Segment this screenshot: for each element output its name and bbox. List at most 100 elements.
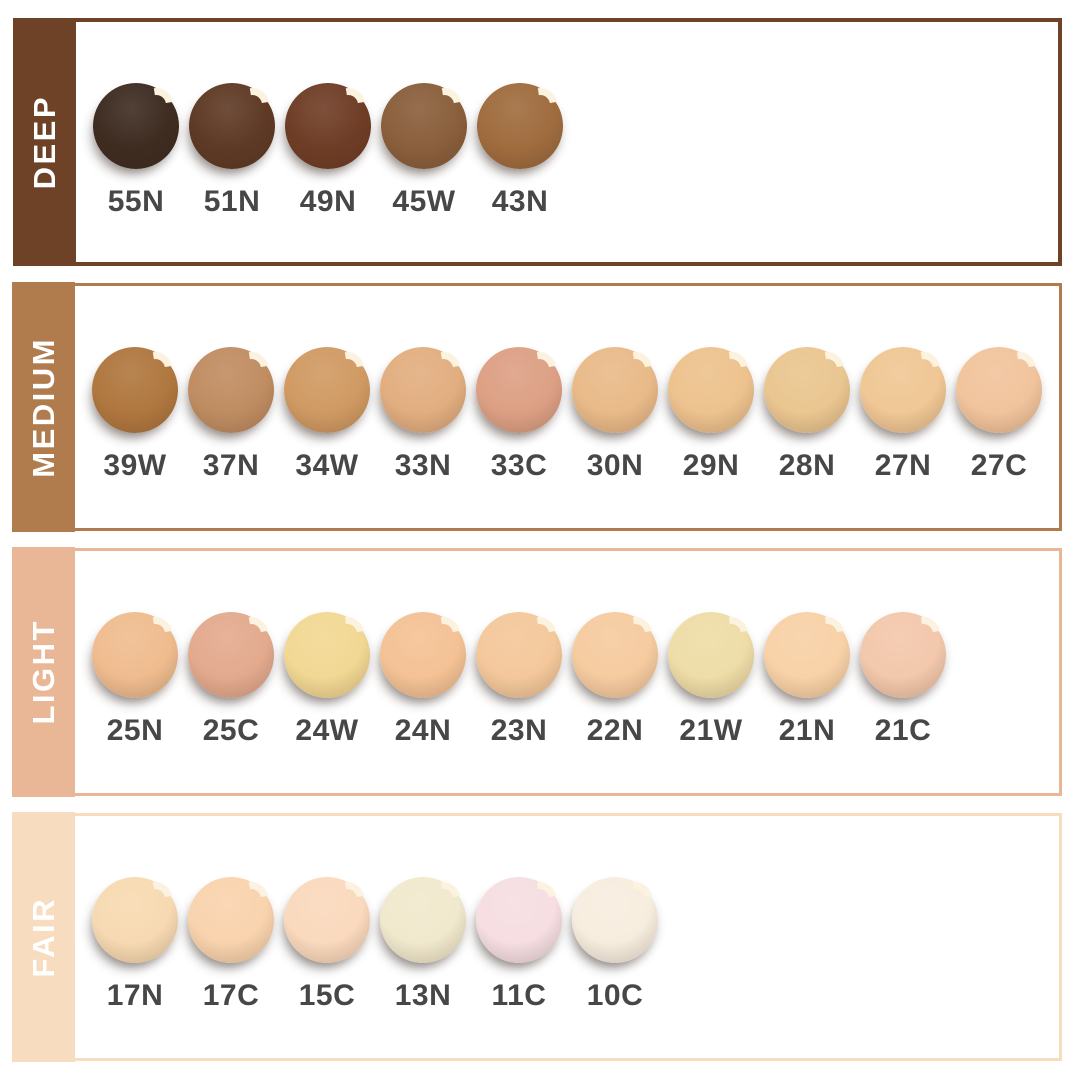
shade-drop (572, 877, 658, 963)
shade-code-label: 17N (106, 979, 164, 1012)
shade-drop (92, 612, 178, 698)
shade-drop (477, 83, 563, 169)
shade-row-medium: MEDIUM 39W 37N 34W 33N 33C 30N 29N 28N 27N 27C (12, 282, 1062, 532)
shade-drop (476, 877, 562, 963)
shade-swatch: 23N (471, 612, 567, 748)
shade-swatch: 29N (663, 347, 759, 483)
shade-swatch: 17N (87, 877, 183, 1013)
shade-code-label: 21N (778, 714, 836, 747)
shade-drop (380, 877, 466, 963)
shade-swatch: 25C (183, 612, 279, 748)
shade-drop (92, 347, 178, 433)
shade-swatch: 27C (951, 347, 1047, 483)
shade-drop (668, 612, 754, 698)
shade-swatch: 51N (184, 83, 280, 219)
shade-code-label: 28N (778, 449, 836, 482)
shade-code-label: 51N (203, 185, 261, 218)
shade-swatch: 21C (855, 612, 951, 748)
shade-drop (476, 612, 562, 698)
shade-drop (188, 347, 274, 433)
shade-code-label: 22N (586, 714, 644, 747)
shade-drop (380, 347, 466, 433)
shade-code-label: 37N (202, 449, 260, 482)
shade-code-label: 25C (202, 714, 260, 747)
shade-drop (476, 347, 562, 433)
shade-drop (572, 347, 658, 433)
shade-drop (956, 347, 1042, 433)
shade-swatch: 21W (663, 612, 759, 748)
shade-drop (764, 612, 850, 698)
row-category-label: FAIR (25, 896, 61, 978)
shade-code-label: 13N (394, 979, 452, 1012)
shade-swatch: 45W (376, 83, 472, 219)
shade-swatch: 10C (567, 877, 663, 1013)
shade-drop (188, 877, 274, 963)
shade-drop (380, 612, 466, 698)
shade-drop (285, 83, 371, 169)
shade-code-label: 25N (106, 714, 164, 747)
shade-drop (189, 83, 275, 169)
shade-swatch: 34W (279, 347, 375, 483)
row-category-label: MEDIUM (25, 336, 61, 478)
shade-code-label: 45W (392, 185, 456, 218)
shade-code-label: 21W (679, 714, 743, 747)
shade-code-label: 34W (295, 449, 359, 482)
shade-swatch: 37N (183, 347, 279, 483)
shade-row-deep: DEEP 55N 51N 49N 45W 43N (13, 18, 1062, 266)
shade-swatch: 11C (471, 877, 567, 1013)
shade-drop (92, 877, 178, 963)
shade-code-label: 11C (491, 979, 547, 1012)
row-sidebar-medium: MEDIUM (12, 282, 75, 532)
shade-swatch: 24W (279, 612, 375, 748)
shade-drop (860, 347, 946, 433)
shade-swatch: 15C (279, 877, 375, 1013)
row-sidebar-fair: FAIR (12, 812, 75, 1062)
shade-code-label: 33N (394, 449, 452, 482)
shade-swatch: 39W (87, 347, 183, 483)
shade-code-label: 39W (103, 449, 167, 482)
shade-swatch: 33C (471, 347, 567, 483)
shade-swatch: 33N (375, 347, 471, 483)
shade-swatch: 43N (472, 83, 568, 219)
shade-code-label: 55N (107, 185, 165, 218)
shade-code-label: 30N (586, 449, 644, 482)
shade-code-label: 24W (295, 714, 359, 747)
shade-swatch: 13N (375, 877, 471, 1013)
shade-code-label: 29N (682, 449, 740, 482)
swatch-list-medium: 39W 37N 34W 33N 33C 30N 29N 28N 27N 27C (75, 286, 1059, 528)
swatch-list-fair: 17N 17C 15C 13N 11C 10C (75, 816, 1059, 1058)
row-category-label: DEEP (26, 94, 62, 190)
shade-drop (572, 612, 658, 698)
shade-code-label: 27N (874, 449, 932, 482)
shade-swatch: 27N (855, 347, 951, 483)
shade-swatch: 24N (375, 612, 471, 748)
shade-drop (860, 612, 946, 698)
swatch-list-light: 25N 25C 24W 24N 23N 22N 21W 21N 21C (75, 551, 1059, 793)
shade-swatch: 55N (88, 83, 184, 219)
shade-drop (284, 347, 370, 433)
row-category-label: LIGHT (25, 619, 61, 725)
shade-swatch: 25N (87, 612, 183, 748)
shade-drop (93, 83, 179, 169)
swatch-list-deep: 55N 51N 49N 45W 43N (76, 22, 1058, 262)
shade-code-label: 43N (491, 185, 549, 218)
shade-code-label: 23N (490, 714, 548, 747)
shade-code-label: 10C (586, 979, 644, 1012)
shade-drop (381, 83, 467, 169)
shade-swatch: 17C (183, 877, 279, 1013)
shade-swatch: 21N (759, 612, 855, 748)
shade-row-fair: FAIR 17N 17C 15C 13N 11C 10C (12, 812, 1062, 1062)
shade-swatch: 22N (567, 612, 663, 748)
shade-code-label: 21C (874, 714, 932, 747)
shade-drop (668, 347, 754, 433)
shade-drop (764, 347, 850, 433)
shade-code-label: 17C (202, 979, 260, 1012)
shade-swatch: 49N (280, 83, 376, 219)
shade-row-light: LIGHT 25N 25C 24W 24N 23N 22N 21W 21N 21C (12, 547, 1062, 797)
shade-swatch: 30N (567, 347, 663, 483)
shade-code-label: 33C (490, 449, 548, 482)
row-sidebar-deep: DEEP (13, 18, 76, 266)
shade-drop (284, 612, 370, 698)
shade-code-label: 24N (394, 714, 452, 747)
